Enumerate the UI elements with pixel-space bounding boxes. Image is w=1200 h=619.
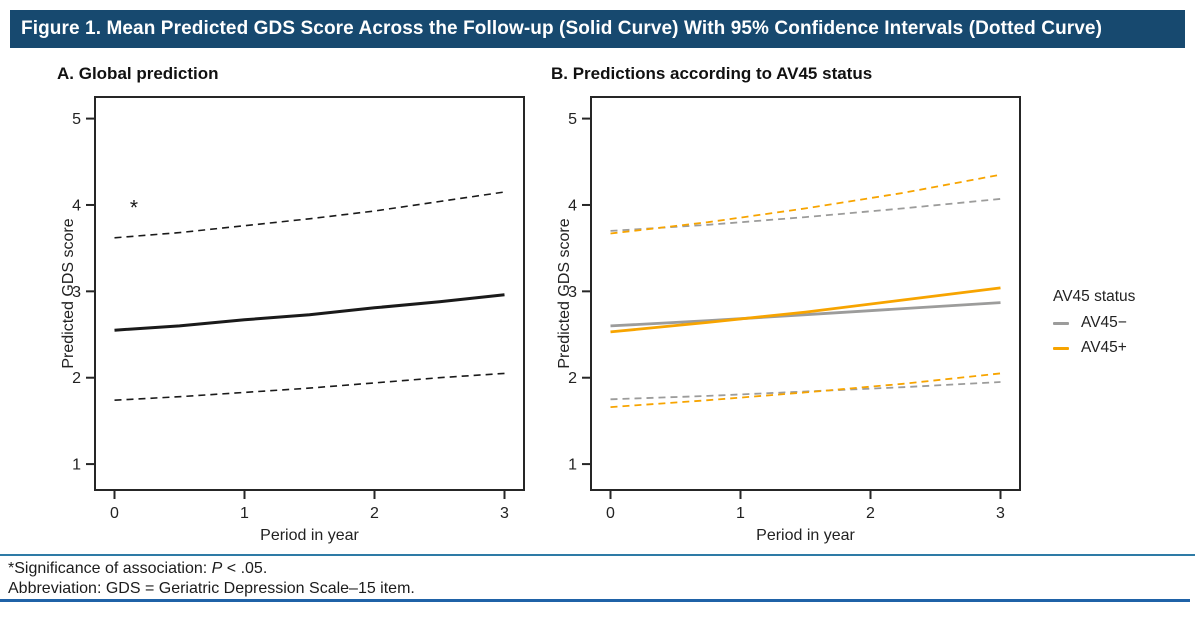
legend-label-av45-neg: AV45− (1081, 314, 1127, 331)
x-tick-label: 0 (110, 505, 119, 522)
significance-prefix: *Significance of association: (8, 560, 212, 577)
series-av45-neg-mean (610, 301, 1001, 328)
av45-pos-line-swatch (1053, 346, 1069, 350)
panel-b-heading: B. Predictions according to AV45 status (551, 64, 873, 83)
x-tick-label: 1 (736, 505, 745, 522)
series-av45-pos-upper-95ci (610, 173, 1001, 235)
significance-footnote: *Significance of association: P < .05. (8, 559, 267, 579)
x-axis-label: Period in year (756, 527, 855, 544)
panel-a-chart: 0 1 2 3 1 2 3 4 5 Period in year Predicted GDS sco… (60, 96, 525, 544)
series-av45-neg-lower-95ci (610, 381, 1001, 401)
y-tick-label: 5 (72, 111, 81, 128)
y-tick-label: 2 (568, 370, 577, 387)
y-tick-label: 3 (72, 284, 81, 301)
plot-border (94, 96, 525, 491)
y-axis-label: Predicted GDS score (60, 218, 77, 368)
x-tick-label: 3 (500, 505, 509, 522)
series-av45-pos-mean (610, 286, 1001, 334)
footer-rule-bottom (0, 599, 1190, 602)
significance-p-symbol: P (211, 560, 223, 577)
series-av45-neg-upper-95ci (610, 198, 1001, 232)
y-tick-label: 2 (72, 370, 81, 387)
y-tick-label: 4 (568, 197, 577, 214)
y-tick-label: 1 (72, 457, 81, 474)
y-tick-label: 4 (72, 197, 81, 214)
figure-title-bar: Figure 1. Mean Predicted GDS Score Acros… (10, 10, 1185, 48)
legend-title: AV45 status (1053, 288, 1136, 305)
plot-border (590, 96, 1021, 491)
significance-asterisk: * (130, 196, 138, 219)
abbreviation-footnote: Abbreviation: GDS = Geriatric Depression… (8, 580, 415, 597)
panel-a-heading: A. Global prediction (57, 64, 219, 83)
series-mean-predicted-gds (114, 293, 505, 332)
x-tick-label: 1 (240, 505, 249, 522)
x-tick-label: 2 (866, 505, 875, 522)
series-lower-95ci (114, 372, 505, 401)
legend: AV45 status AV45− AV45+ (1053, 288, 1198, 357)
significance-threshold: < .05. (222, 560, 268, 577)
panel-b-chart: 0 1 2 3 1 2 3 4 5 Period in year Predicted GDS sco… (556, 96, 1021, 544)
av45-neg-line-swatch (1053, 321, 1069, 325)
legend-label-av45-pos: AV45+ (1081, 339, 1127, 356)
series-av45-pos-lower-95ci (610, 372, 1001, 408)
series-upper-95ci (114, 191, 505, 239)
x-tick-label: 0 (606, 505, 615, 522)
x-tick-label: 3 (996, 505, 1005, 522)
legend-item-av45-pos: AV45+ (1053, 339, 1198, 357)
figure-title: Figure 1. Mean Predicted GDS Score Acros… (21, 18, 1103, 39)
footer-rule-top (0, 554, 1195, 556)
y-tick-label: 5 (568, 111, 577, 128)
x-axis-label: Period in year (260, 527, 359, 544)
x-tick-label: 2 (370, 505, 379, 522)
y-axis-label: Predicted GDS score (556, 218, 573, 368)
legend-item-av45-neg: AV45− (1053, 314, 1198, 332)
y-tick-label: 1 (568, 457, 577, 474)
y-tick-label: 3 (568, 284, 577, 301)
